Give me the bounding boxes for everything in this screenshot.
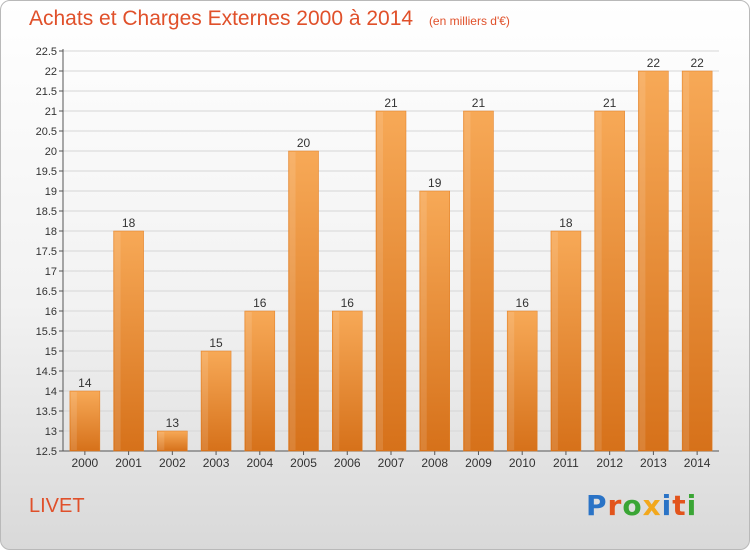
x-tick-label-2011: 2011 [553, 456, 579, 470]
bar-highlight [420, 192, 427, 450]
chart-unit: (en milliers d'€) [428, 14, 510, 28]
y-tick-label: 14.5 [36, 366, 57, 378]
bar-highlight [289, 152, 296, 450]
logo-letter: P [586, 489, 608, 522]
x-tick-label-2001: 2001 [115, 456, 142, 470]
y-tick-label: 22.5 [36, 46, 57, 58]
axes: 12.5 13 13.5 14 14.5 15 15.5 16 16.5 17 17.5 18 18.5… [36, 46, 719, 470]
chart-title-text: Achats et Charges Externes 2000 à 2014 [29, 7, 414, 30]
bar-2012 [594, 110, 625, 452]
bar-highlight [114, 232, 121, 450]
bar-highlight [70, 392, 77, 450]
data-label-2006: 16 [341, 296, 355, 310]
y-tick-label: 13.5 [36, 406, 57, 418]
bar-2004 [244, 310, 276, 452]
data-label-2014: 22 [690, 56, 704, 70]
logo-letter: i [661, 489, 673, 522]
y-tick-label: 14 [45, 386, 57, 398]
y-tick-label: 13 [45, 426, 57, 438]
data-label-2010: 16 [516, 296, 530, 310]
y-tick-label: 17 [45, 266, 57, 278]
y-tick-label: 22 [45, 66, 57, 78]
x-tick-label-2002: 2002 [159, 456, 186, 470]
bar-highlight [202, 352, 209, 450]
x-tick-label-2012: 2012 [596, 456, 623, 470]
bar-highlight [508, 312, 515, 450]
x-tick-label-2005: 2005 [290, 456, 317, 470]
bar-2011 [550, 230, 582, 452]
bar-2000 [69, 390, 101, 452]
y-tick-label: 20.5 [36, 126, 57, 138]
data-label-2012: 21 [603, 96, 617, 110]
bar-highlight [464, 112, 471, 450]
city-name: LIVET [29, 495, 85, 517]
x-tick-label-2009: 2009 [465, 456, 492, 470]
logo-letter: o [622, 489, 643, 522]
bar-2006 [332, 310, 363, 452]
bar-highlight [551, 232, 558, 450]
bar-2008 [419, 190, 450, 452]
bar-highlight [377, 112, 383, 450]
bars [69, 70, 713, 452]
x-tick-label-2010: 2010 [509, 456, 536, 470]
data-label-2007: 21 [384, 96, 398, 110]
data-labels: 14 18 13 15 16 20 16 21 19 21 16 18 21 22 22 [78, 56, 704, 430]
data-label-2005: 20 [297, 136, 311, 150]
x-tick-label-2003: 2003 [203, 456, 230, 470]
data-label-2001: 18 [122, 216, 136, 230]
x-tick-label-2007: 2007 [378, 456, 405, 470]
bar-2002 [157, 430, 188, 452]
y-tick-label: 16 [45, 306, 57, 318]
bar-2009 [463, 110, 494, 452]
bar-2010 [506, 310, 538, 452]
bar-highlight [683, 72, 690, 450]
bar-2013 [638, 70, 669, 452]
bar-2001 [113, 230, 144, 452]
bar-2005 [288, 150, 319, 452]
x-tick-label-2014: 2014 [684, 456, 711, 470]
y-tick-label: 18.5 [36, 206, 57, 218]
bar-2014 [681, 70, 713, 452]
proxiti-logo: Proxiti [586, 489, 697, 522]
data-label-2000: 14 [78, 376, 92, 390]
data-label-2013: 22 [647, 56, 661, 70]
x-tick-label-2004: 2004 [246, 456, 273, 470]
x-tick-label-2000: 2000 [72, 456, 99, 470]
chart-title: Achats et Charges Externes 2000 à 2014 (… [29, 7, 510, 31]
y-tick-label: 20 [45, 146, 57, 158]
y-tick-label: 17.5 [36, 246, 57, 258]
data-label-2008: 19 [428, 176, 442, 190]
y-tick-label: 18 [45, 226, 57, 238]
y-tick-label: 12.5 [36, 446, 57, 458]
data-label-2009: 21 [472, 96, 486, 110]
y-tick-label: 19.5 [36, 166, 57, 178]
y-tick-label: 16.5 [36, 286, 57, 298]
x-tick-label-2013: 2013 [640, 456, 667, 470]
bar-highlight [245, 312, 252, 450]
logo-letter: i [686, 489, 698, 522]
data-label-2002: 13 [166, 416, 180, 430]
logo-letter: t [672, 489, 687, 522]
bar-highlight [333, 312, 340, 450]
y-tick-label: 15.5 [36, 326, 57, 338]
bar-highlight [158, 432, 165, 450]
logo-letter: x [642, 489, 662, 522]
data-label-2004: 16 [253, 296, 267, 310]
bar-2003 [200, 350, 232, 452]
x-tick-label-2008: 2008 [421, 456, 448, 470]
data-label-2003: 15 [209, 336, 223, 350]
y-tick-label: 15 [45, 346, 57, 358]
bar-highlight [595, 112, 602, 450]
bar-highlight [639, 72, 646, 450]
logo-letter: r [607, 489, 623, 522]
y-tick-label: 21.5 [36, 86, 57, 98]
bar-2007 [375, 110, 407, 452]
y-tick-label: 21 [45, 106, 57, 118]
x-tick-label-2006: 2006 [334, 456, 361, 470]
y-tick-label: 19 [45, 186, 57, 198]
data-label-2011: 18 [559, 216, 573, 230]
